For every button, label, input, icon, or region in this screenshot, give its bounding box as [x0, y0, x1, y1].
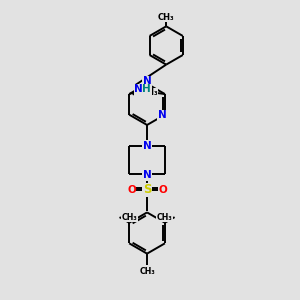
- Text: CH₃: CH₃: [139, 267, 155, 276]
- Text: S: S: [143, 183, 151, 196]
- Text: N: N: [143, 76, 152, 86]
- Text: CH₃: CH₃: [157, 213, 172, 222]
- Text: O: O: [158, 185, 167, 195]
- Text: CH₃: CH₃: [122, 213, 137, 222]
- Text: H: H: [142, 84, 151, 94]
- Text: O: O: [127, 185, 136, 195]
- Text: N: N: [134, 84, 143, 94]
- Text: CH₃: CH₃: [141, 88, 158, 98]
- Text: N: N: [158, 110, 167, 120]
- Text: CH₃: CH₃: [158, 13, 175, 22]
- Text: N: N: [143, 170, 152, 180]
- Text: N: N: [143, 141, 152, 151]
